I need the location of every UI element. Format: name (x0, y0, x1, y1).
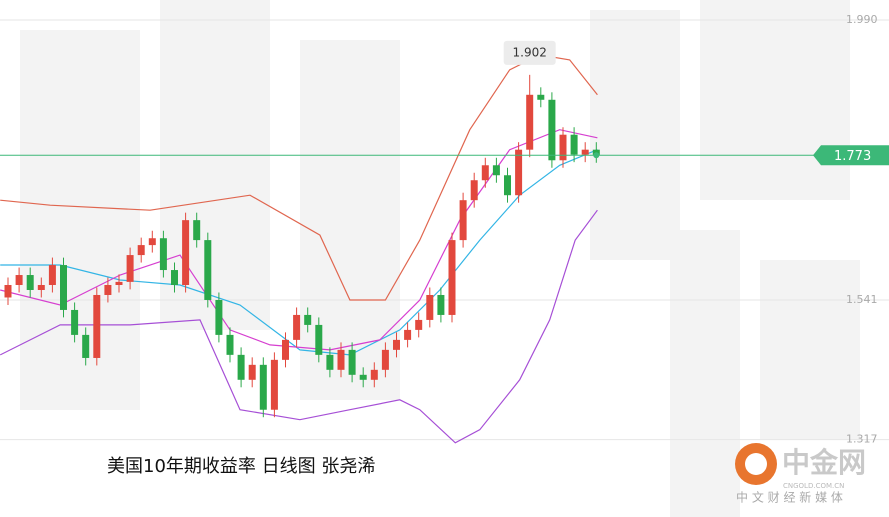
candle-body (504, 175, 511, 196)
candle-body (448, 240, 456, 315)
candle-body (326, 354, 334, 370)
candle-body (204, 240, 212, 300)
candle-body (359, 374, 367, 380)
candle-body (437, 294, 445, 315)
candle-body (159, 238, 167, 271)
grid: 1.317 1.541 1.990 (0, 13, 889, 446)
candle-body (104, 285, 112, 295)
candle-body (270, 359, 278, 410)
high-annotation: 1.902 (513, 45, 547, 59)
candle-body (370, 369, 378, 380)
candle-body (15, 275, 23, 286)
candle-body (148, 238, 156, 246)
candle-body (404, 329, 412, 340)
candles (4, 74, 600, 418)
candle-body (548, 99, 556, 161)
chart-title: 美国10年期收益率 日线图 张尧浠 (107, 456, 375, 477)
candle-body (537, 94, 545, 100)
candle-body (381, 349, 389, 370)
brand: 中金网 (782, 446, 866, 479)
candle-body (48, 265, 56, 286)
candle-body (4, 285, 12, 298)
candle-body (426, 294, 434, 320)
candle-body (470, 180, 478, 201)
candle-body (459, 200, 467, 241)
logo: 中金网 CNGOLD.COM.CN 中 文 财 经 新 媒 体 (735, 443, 866, 505)
candle-body (182, 220, 190, 286)
candle-body (282, 339, 289, 360)
candle-body (259, 364, 267, 410)
candle-body (315, 324, 323, 355)
candle-body (193, 220, 201, 241)
logo-icon-inner (745, 453, 767, 475)
candle-body (570, 134, 578, 155)
candle-body (115, 281, 123, 286)
y-tick-label: 1.541 (846, 293, 878, 306)
candle-body (137, 245, 145, 256)
price-label: 1.773 (834, 149, 871, 164)
price-label-box (813, 145, 889, 166)
candle-body (348, 349, 356, 375)
site: CNGOLD.COM.CN (783, 482, 844, 490)
candle-body (515, 149, 523, 196)
candle-body (393, 339, 400, 350)
candle-body (293, 314, 301, 340)
candle-body (337, 349, 345, 370)
candle-body (581, 149, 589, 155)
candle-body (171, 270, 178, 286)
candle-body (71, 309, 79, 335)
high-annotation-box (503, 40, 556, 65)
candle-body (481, 165, 489, 181)
candle-body (226, 334, 234, 355)
candle-body (248, 364, 256, 380)
candle-body (126, 255, 134, 282)
background-pattern (20, 0, 860, 517)
candle-body (526, 94, 534, 150)
candle-body (492, 165, 500, 176)
slogan: 中 文 财 经 新 媒 体 (736, 490, 843, 505)
last-price-dot (593, 152, 600, 159)
candle-body (559, 134, 567, 161)
candle-body (37, 285, 45, 290)
overlay: 1.773 1.902 (0, 40, 889, 166)
candle-body (237, 354, 245, 380)
y-tick-label: 1.317 (846, 433, 878, 446)
candle-body (82, 334, 90, 358)
candle-body (304, 314, 312, 325)
y-tick-label: 1.990 (846, 13, 878, 26)
indicator-line (0, 209, 598, 444)
candle-body (26, 275, 34, 290)
candle-body (415, 319, 423, 330)
candle-body (60, 265, 67, 310)
candle-body (93, 294, 101, 358)
candle-body (215, 299, 223, 335)
